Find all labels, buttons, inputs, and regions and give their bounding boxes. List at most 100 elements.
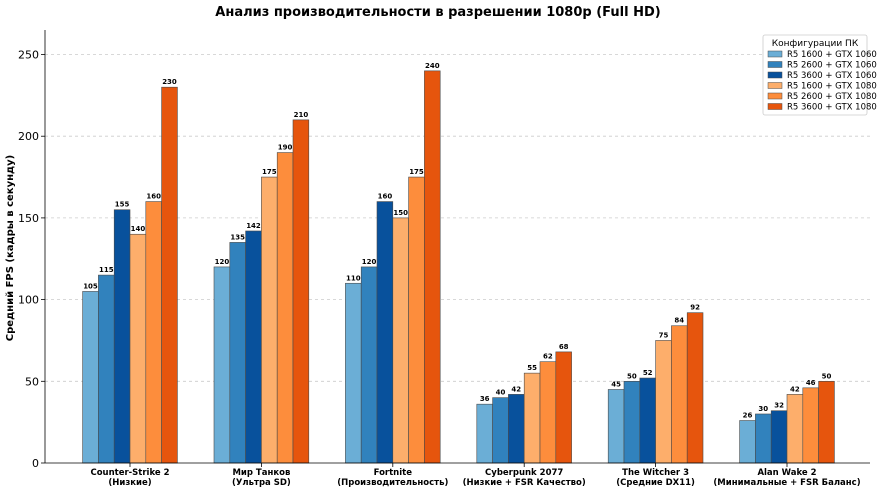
data-label: 55 xyxy=(527,364,537,372)
bar xyxy=(245,230,262,464)
x-tick-label: (Минимальные + FSR Баланс) xyxy=(713,478,860,488)
data-label: 160 xyxy=(378,193,393,201)
x-tick-label: (Средние DX11) xyxy=(616,478,695,488)
bar xyxy=(476,403,493,464)
bar xyxy=(161,86,178,464)
bar xyxy=(639,377,656,464)
data-label: 150 xyxy=(393,209,408,217)
legend-swatch xyxy=(767,82,783,89)
data-label: 135 xyxy=(230,233,245,241)
bar xyxy=(129,233,147,464)
data-label: 30 xyxy=(758,405,768,413)
bar xyxy=(492,397,509,464)
data-label: 92 xyxy=(690,304,700,312)
bar xyxy=(671,325,688,464)
bar xyxy=(82,291,99,464)
y-tick-label: 200 xyxy=(18,130,39,143)
data-label: 42 xyxy=(790,385,800,393)
axes: 0 50 100 150 200 250 Counter-Strike 2(Низкие) М… xyxy=(18,30,870,488)
x-tick-label: Cyberpunk 2077 xyxy=(485,468,563,478)
data-label: 84 xyxy=(674,317,684,325)
legend-title: Конфигурации ПК xyxy=(772,39,859,49)
y-tick-label: 250 xyxy=(18,49,39,62)
bar xyxy=(424,70,441,464)
x-tick-label: (Ультра SD) xyxy=(232,478,291,488)
data-label: 120 xyxy=(362,258,377,266)
y-tick-label: 50 xyxy=(25,375,39,388)
legend-item: R5 3600 + GTX 1060 xyxy=(787,71,877,81)
bar xyxy=(770,410,788,464)
data-label: 40 xyxy=(496,389,506,397)
bar xyxy=(686,312,704,464)
legend-item: R5 1600 + GTX 1060 xyxy=(787,50,877,60)
bar xyxy=(539,361,557,464)
data-label: 175 xyxy=(262,168,277,176)
data-label: 175 xyxy=(409,168,424,176)
bar xyxy=(655,340,672,464)
legend-box xyxy=(762,34,868,116)
y-axis-label: Средний FPS (кадры в секунду) xyxy=(5,155,16,341)
legend-swatch xyxy=(767,103,783,110)
x-tick-label: Мир Танков xyxy=(232,468,290,478)
legend-swatch xyxy=(767,71,783,79)
x-tick-label: The Witcher 3 xyxy=(622,468,689,478)
data-label: 240 xyxy=(425,62,440,70)
x-tick-label: Counter-Strike 2 xyxy=(90,468,169,478)
data-label: 50 xyxy=(627,372,637,380)
bar xyxy=(376,201,394,464)
bar xyxy=(755,413,772,464)
data-label: 115 xyxy=(99,266,114,274)
x-tick-label: (Низкие + FSR Качество) xyxy=(463,478,586,488)
data-label: 142 xyxy=(246,222,261,230)
data-label: 155 xyxy=(115,201,130,209)
bar xyxy=(261,176,278,464)
x-tick-label: Fortnite xyxy=(374,468,413,478)
bar xyxy=(98,274,115,464)
data-label: 26 xyxy=(743,412,753,420)
data-label: 120 xyxy=(215,258,230,266)
bar xyxy=(739,420,756,464)
data-label: 110 xyxy=(346,274,361,282)
legend-item: R5 1600 + GTX 1080 xyxy=(787,82,877,92)
bar xyxy=(276,152,294,464)
data-label: 68 xyxy=(559,343,569,351)
x-tick-label: Alan Wake 2 xyxy=(757,468,816,478)
bar xyxy=(786,394,804,464)
data-label: 105 xyxy=(83,282,98,290)
bar xyxy=(392,217,409,464)
bar xyxy=(408,176,425,464)
legend-item: R5 3600 + GTX 1080 xyxy=(787,103,877,113)
bar xyxy=(802,387,819,464)
y-tick-label: 0 xyxy=(32,457,39,470)
data-label: 62 xyxy=(543,353,553,361)
data-label: 140 xyxy=(131,225,146,233)
x-tick-label: (Низкие) xyxy=(108,478,151,488)
y-tick-label: 100 xyxy=(18,294,39,307)
y-tick-label: 150 xyxy=(18,212,39,225)
bar xyxy=(113,209,131,464)
bars: 1051151551401602301201351421751902101101… xyxy=(82,62,835,464)
data-label: 50 xyxy=(822,372,832,380)
data-label: 36 xyxy=(480,395,490,403)
legend-swatch xyxy=(767,50,783,58)
bar xyxy=(229,242,246,464)
bar xyxy=(555,351,572,464)
bar xyxy=(145,201,162,464)
bar xyxy=(607,389,625,464)
x-tick-label: (Производительность) xyxy=(337,478,448,488)
bar xyxy=(818,381,835,464)
data-label: 46 xyxy=(806,379,816,387)
data-label: 42 xyxy=(511,385,521,393)
legend-item: R5 2600 + GTX 1080 xyxy=(787,92,877,102)
bar xyxy=(623,381,641,464)
chart-title: Анализ производительности в разрешении 1… xyxy=(215,5,660,20)
data-label: 230 xyxy=(162,78,177,86)
legend-item: R5 2600 + GTX 1060 xyxy=(787,61,877,71)
data-label: 190 xyxy=(278,144,293,152)
data-label: 52 xyxy=(643,369,653,377)
data-label: 210 xyxy=(294,111,309,119)
bar xyxy=(292,119,310,464)
data-label: 75 xyxy=(659,331,669,339)
bar xyxy=(360,266,378,464)
